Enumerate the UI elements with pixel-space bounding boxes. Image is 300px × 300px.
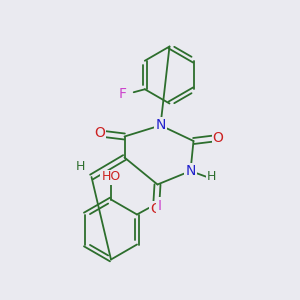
Text: N: N [185,164,196,178]
Text: O: O [213,131,224,145]
Text: HO: HO [101,170,121,184]
Text: O: O [151,202,161,216]
Text: N: N [155,118,166,132]
Text: O: O [94,127,105,140]
Text: H: H [207,170,217,184]
Text: I: I [158,199,161,212]
Text: H: H [76,160,85,173]
Text: F: F [119,87,127,101]
